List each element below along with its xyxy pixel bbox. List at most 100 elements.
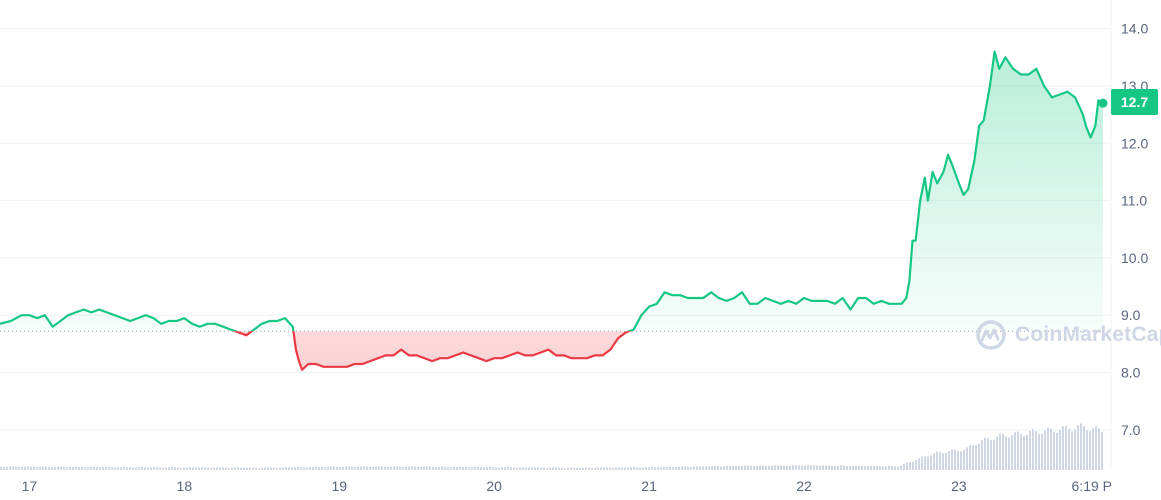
volume-bar — [564, 467, 566, 470]
volume-bar — [465, 467, 467, 470]
volume-bar — [474, 466, 476, 470]
volume-bar — [1023, 436, 1025, 470]
volume-bar — [915, 460, 917, 470]
volume-bar — [33, 466, 35, 470]
volume-bar — [975, 445, 977, 470]
volume-bar — [1065, 426, 1067, 470]
volume-bar — [1044, 430, 1046, 470]
volume-bar — [441, 466, 443, 470]
volume-bar — [426, 466, 428, 470]
volume-bar — [531, 467, 533, 470]
volume-bar — [105, 467, 107, 470]
volume-bar — [348, 466, 350, 470]
volume-bar — [513, 467, 515, 470]
volume-bar — [666, 466, 668, 470]
volume-bar — [207, 467, 209, 470]
volume-bar — [60, 466, 62, 470]
volume-bar — [303, 467, 305, 470]
volume-bar — [768, 465, 770, 470]
volume-bar — [600, 467, 602, 470]
volume-bar — [219, 467, 221, 470]
volume-bar — [687, 466, 689, 470]
volume-bar — [123, 466, 125, 470]
volume-bar — [168, 467, 170, 470]
volume-bar — [885, 466, 887, 470]
volume-bar — [615, 467, 617, 470]
volume-bar — [555, 467, 557, 470]
volume-bar — [942, 453, 944, 470]
volume-bar — [924, 456, 926, 470]
volume-bar — [1095, 426, 1097, 470]
volume-bar — [165, 467, 167, 470]
volume-bar — [210, 467, 212, 470]
volume-bar — [699, 466, 701, 470]
volume-bar — [762, 465, 764, 470]
volume-bar — [744, 465, 746, 470]
volume-bar — [573, 467, 575, 470]
volume-bar — [0, 466, 2, 470]
volume-bars — [0, 423, 1103, 470]
coinmarketcap-logo-icon — [976, 320, 1006, 350]
volume-bar — [930, 455, 932, 470]
volume-bar — [450, 467, 452, 470]
volume-bar — [156, 467, 158, 470]
volume-bar — [396, 466, 398, 470]
volume-bar — [804, 465, 806, 470]
volume-bar — [1056, 432, 1058, 470]
volume-bar — [852, 465, 854, 470]
x-tick-label: 18 — [177, 478, 193, 494]
volume-bar — [636, 467, 638, 470]
volume-bar — [606, 467, 608, 470]
volume-bar — [738, 466, 740, 470]
volume-bar — [1053, 432, 1055, 470]
volume-bar — [159, 467, 161, 470]
volume-bar — [183, 467, 185, 470]
volume-bar — [897, 466, 899, 470]
volume-bar — [93, 466, 95, 470]
volume-bar — [288, 467, 290, 470]
grid-lines — [0, 28, 1111, 431]
volume-bar — [753, 466, 755, 470]
volume-bar — [324, 467, 326, 470]
volume-bar — [12, 466, 14, 470]
volume-bar — [939, 452, 941, 470]
volume-bar — [519, 467, 521, 470]
volume-bar — [618, 467, 620, 470]
volume-bar — [39, 466, 41, 470]
volume-bar — [399, 466, 401, 470]
volume-bar — [1005, 436, 1007, 470]
volume-bar — [111, 467, 113, 470]
volume-bar — [714, 465, 716, 470]
volume-bar — [384, 466, 386, 470]
volume-bar — [96, 467, 98, 470]
volume-bar — [693, 466, 695, 470]
volume-bar — [357, 466, 359, 470]
volume-bar — [444, 466, 446, 470]
volume-bar — [525, 467, 527, 470]
volume-bar — [678, 466, 680, 470]
volume-bar — [537, 467, 539, 470]
volume-bar — [1002, 433, 1004, 470]
volume-bar — [954, 449, 956, 470]
volume-bar — [84, 467, 86, 470]
volume-bar — [780, 465, 782, 470]
volume-bar — [462, 466, 464, 470]
volume-bar — [993, 439, 995, 470]
volume-bar — [216, 467, 218, 470]
volume-bar — [372, 466, 374, 470]
volume-bar — [1020, 434, 1022, 470]
volume-bar — [981, 440, 983, 470]
volume-bar — [801, 465, 803, 470]
area-above-baseline — [0, 51, 1103, 332]
volume-bar — [657, 467, 659, 470]
volume-bar — [624, 467, 626, 470]
volume-bar — [405, 466, 407, 470]
volume-bar — [228, 467, 230, 470]
volume-bar — [558, 467, 560, 470]
volume-bar — [834, 465, 836, 470]
volume-bar — [153, 467, 155, 470]
volume-bar — [642, 467, 644, 470]
volume-bar — [1098, 428, 1100, 470]
volume-bar — [630, 467, 632, 470]
volume-bar — [45, 466, 47, 470]
